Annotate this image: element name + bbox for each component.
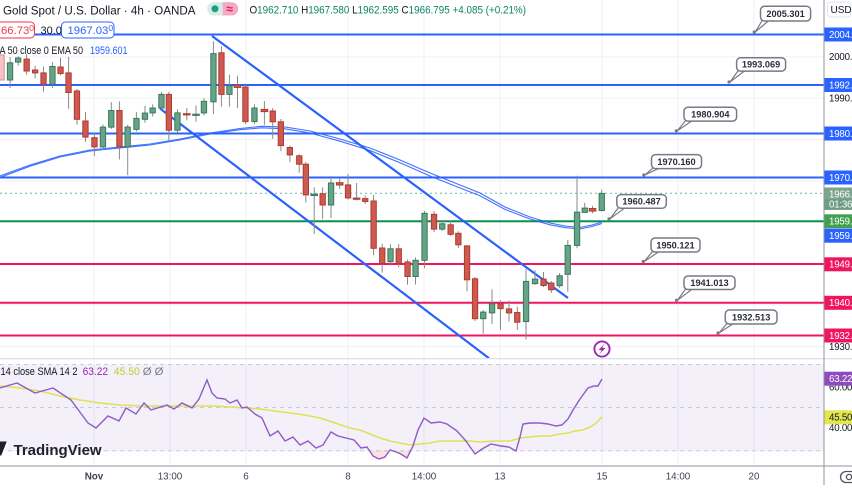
svg-text:2005.301: 2005.301 <box>766 9 804 19</box>
svg-text:1932.513: 1932.513 <box>732 312 770 322</box>
svg-text:15: 15 <box>597 472 608 483</box>
svg-text:63.22: 63.22 <box>83 366 109 378</box>
svg-text:1992.: 1992. <box>829 80 852 91</box>
svg-text:14:00: 14:00 <box>666 472 691 483</box>
svg-text:Ø Ø: Ø Ø <box>143 366 164 378</box>
svg-text:1980.904: 1980.904 <box>691 109 730 119</box>
svg-text:1959.: 1959. <box>829 231 852 242</box>
svg-text:45.50: 45.50 <box>829 413 852 424</box>
svg-text:14:00: 14:00 <box>412 472 437 483</box>
svg-text:Nov: Nov <box>85 472 104 483</box>
svg-text:1960.487: 1960.487 <box>622 197 660 207</box>
svg-text:1932.: 1932. <box>829 331 852 342</box>
svg-text:1950.121: 1950.121 <box>656 240 694 250</box>
svg-text:01:36: 01:36 <box>829 199 852 210</box>
svg-text:1993.069: 1993.069 <box>742 60 780 70</box>
svg-text:1967.030: 1967.030 <box>68 23 114 37</box>
svg-text:13:00: 13:00 <box>158 472 183 483</box>
svg-text:1949.: 1949. <box>829 260 852 271</box>
svg-text:MA 50 close 0 EMA 50: MA 50 close 0 EMA 50 <box>0 45 83 57</box>
svg-text:20: 20 <box>749 472 760 483</box>
svg-text:30.0: 30.0 <box>41 25 62 37</box>
svg-text:1941.013: 1941.013 <box>690 278 728 288</box>
svg-text:13: 13 <box>495 472 506 483</box>
svg-text:1980.: 1980. <box>829 129 852 140</box>
svg-text:2000.: 2000. <box>829 52 852 63</box>
svg-text:8: 8 <box>345 472 351 483</box>
svg-text:63.22: 63.22 <box>829 374 852 385</box>
svg-text:1990.: 1990. <box>829 94 852 105</box>
svg-text:1970.160: 1970.160 <box>657 157 695 167</box>
svg-text:1959.: 1959. <box>829 217 852 228</box>
svg-text:Gold Spot / U.S. Dollar · 4h ·: Gold Spot / U.S. Dollar · 4h · OANDA <box>3 3 196 17</box>
svg-text:40.00: 40.00 <box>829 423 852 434</box>
svg-text:1930.: 1930. <box>829 342 852 353</box>
svg-text:6: 6 <box>243 472 249 483</box>
svg-text:TradingView: TradingView <box>14 442 102 459</box>
svg-text:45.50: 45.50 <box>114 366 140 378</box>
svg-text:1959.601: 1959.601 <box>90 45 128 57</box>
svg-text:14 close SMA 14 2: 14 close SMA 14 2 <box>1 366 78 378</box>
svg-text:1940.: 1940. <box>829 298 852 309</box>
svg-text:USD: USD <box>831 5 852 16</box>
svg-text:1970.: 1970. <box>829 173 852 184</box>
svg-text:≈: ≈ <box>226 2 233 16</box>
svg-text:2004.: 2004. <box>829 30 852 41</box>
svg-text:O1962.710 H1967.580 L1962.595: O1962.710 H1967.580 L1962.595 C1966.795 … <box>250 4 527 16</box>
